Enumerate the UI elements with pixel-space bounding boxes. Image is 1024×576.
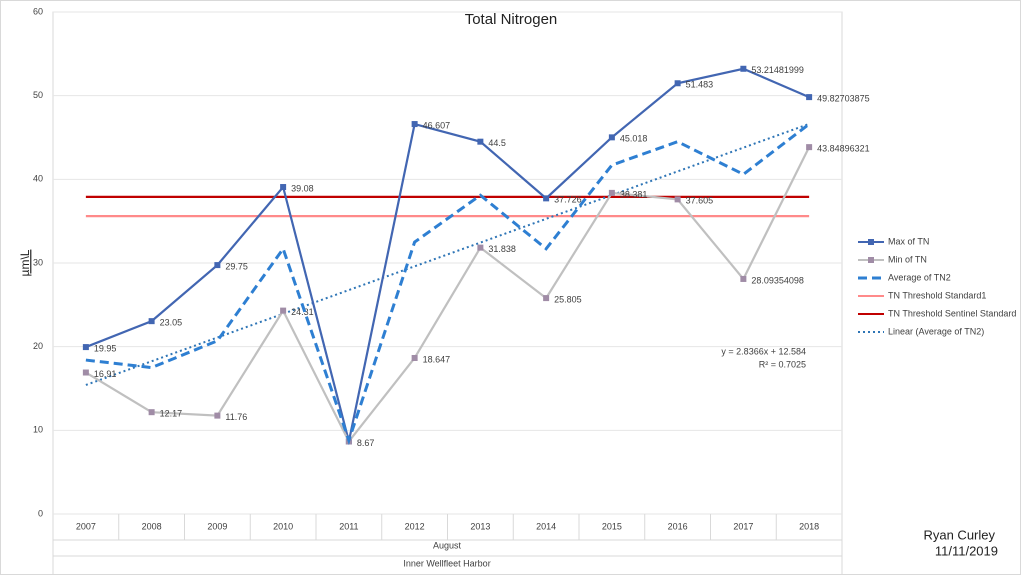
x-tick-label: 2015 bbox=[602, 521, 622, 531]
y-tick-label: 60 bbox=[33, 6, 43, 16]
data-label: 39.08 bbox=[291, 183, 314, 193]
marker bbox=[411, 354, 418, 361]
x-tick-label: 2011 bbox=[339, 521, 358, 531]
series-line bbox=[85, 146, 811, 444]
marker bbox=[214, 262, 221, 269]
marker bbox=[477, 138, 484, 145]
x-group-label: Inner Wellfleet Harbor bbox=[403, 558, 490, 568]
data-label: 38.381 bbox=[620, 189, 648, 199]
legend-label: TN Threshold Sentinel Standard bbox=[888, 308, 1016, 318]
marker bbox=[411, 121, 418, 128]
data-label: 18.647 bbox=[423, 354, 451, 364]
x-tick-label: 2008 bbox=[142, 521, 162, 531]
data-label: 19.95 bbox=[94, 343, 117, 353]
marker bbox=[82, 344, 89, 351]
data-label: 46.607 bbox=[423, 120, 451, 130]
x-tick-label: 2010 bbox=[273, 521, 293, 531]
marker bbox=[543, 195, 550, 202]
marker bbox=[148, 409, 155, 416]
legend-label: Linear (Average of TN2) bbox=[888, 326, 984, 336]
y-axis-label: µm\L bbox=[18, 249, 32, 276]
date: 11/11/2019 bbox=[935, 543, 998, 558]
legend-label: TN Threshold Standard1 bbox=[888, 290, 986, 300]
marker bbox=[148, 318, 155, 325]
legend-marker bbox=[868, 257, 874, 263]
x-tick-label: 2012 bbox=[405, 521, 425, 531]
data-label: 37.726 bbox=[554, 195, 582, 205]
data-label: 51.483 bbox=[686, 80, 714, 90]
data-label: 53.21481999 bbox=[751, 65, 804, 75]
x-tick-label: 2016 bbox=[668, 521, 688, 531]
data-label: 44.5 bbox=[488, 138, 506, 148]
data-label: 37.605 bbox=[686, 196, 714, 206]
legend-label: Min of TN bbox=[888, 254, 927, 264]
data-label: 43.84896321 bbox=[817, 144, 870, 154]
x-tick-label: 2017 bbox=[733, 521, 753, 531]
y-tick-label: 30 bbox=[33, 257, 43, 267]
data-label: 23.05 bbox=[160, 318, 183, 328]
marker bbox=[806, 94, 813, 101]
marker bbox=[806, 144, 813, 151]
data-label: 45.018 bbox=[620, 134, 648, 144]
data-label: 11.76 bbox=[225, 412, 247, 422]
data-label: 29.75 bbox=[225, 261, 248, 271]
x-tick-label: 2009 bbox=[207, 521, 227, 531]
chart-title: Total Nitrogen bbox=[465, 11, 558, 28]
marker bbox=[740, 275, 747, 282]
legend-marker bbox=[868, 239, 874, 245]
trend-r-squared: R² = 0.7025 bbox=[759, 359, 806, 369]
trend-equation: y = 2.8366x + 12.584 bbox=[721, 346, 806, 356]
data-label: 12.17 bbox=[160, 409, 183, 419]
marker bbox=[608, 134, 615, 141]
data-label: 49.82703875 bbox=[817, 93, 870, 103]
marker bbox=[214, 412, 221, 419]
marker bbox=[280, 307, 287, 314]
marker bbox=[674, 80, 681, 87]
x-tick-label: 2014 bbox=[536, 521, 556, 531]
marker bbox=[477, 244, 484, 251]
data-label: 16.91 bbox=[94, 369, 117, 379]
x-axis-label: August bbox=[433, 540, 462, 550]
y-tick-label: 50 bbox=[33, 90, 43, 100]
y-tick-label: 40 bbox=[33, 174, 43, 184]
data-label: 25.805 bbox=[554, 294, 582, 304]
marker bbox=[543, 295, 550, 302]
data-label: 24.31 bbox=[291, 307, 314, 317]
data-label: 8.67 bbox=[357, 438, 375, 448]
marker bbox=[674, 196, 681, 203]
marker bbox=[740, 65, 747, 72]
x-tick-label: 2013 bbox=[470, 521, 490, 531]
author: Ryan Curley bbox=[923, 527, 995, 542]
x-tick-label: 2018 bbox=[799, 521, 819, 531]
trendline bbox=[85, 122, 810, 386]
data-label: 31.838 bbox=[488, 244, 516, 254]
y-tick-label: 20 bbox=[33, 341, 43, 351]
marker bbox=[82, 369, 89, 376]
data-label: 28.09354098 bbox=[751, 275, 804, 285]
legend-label: Max of TN bbox=[888, 236, 929, 246]
y-tick-label: 0 bbox=[38, 508, 43, 518]
marker bbox=[280, 184, 287, 191]
x-tick-label: 2007 bbox=[76, 521, 96, 531]
marker bbox=[608, 189, 615, 196]
series-line bbox=[85, 67, 810, 442]
legend-label: Average of TN2 bbox=[888, 272, 951, 282]
series-line bbox=[85, 122, 811, 446]
y-tick-label: 10 bbox=[33, 425, 43, 435]
